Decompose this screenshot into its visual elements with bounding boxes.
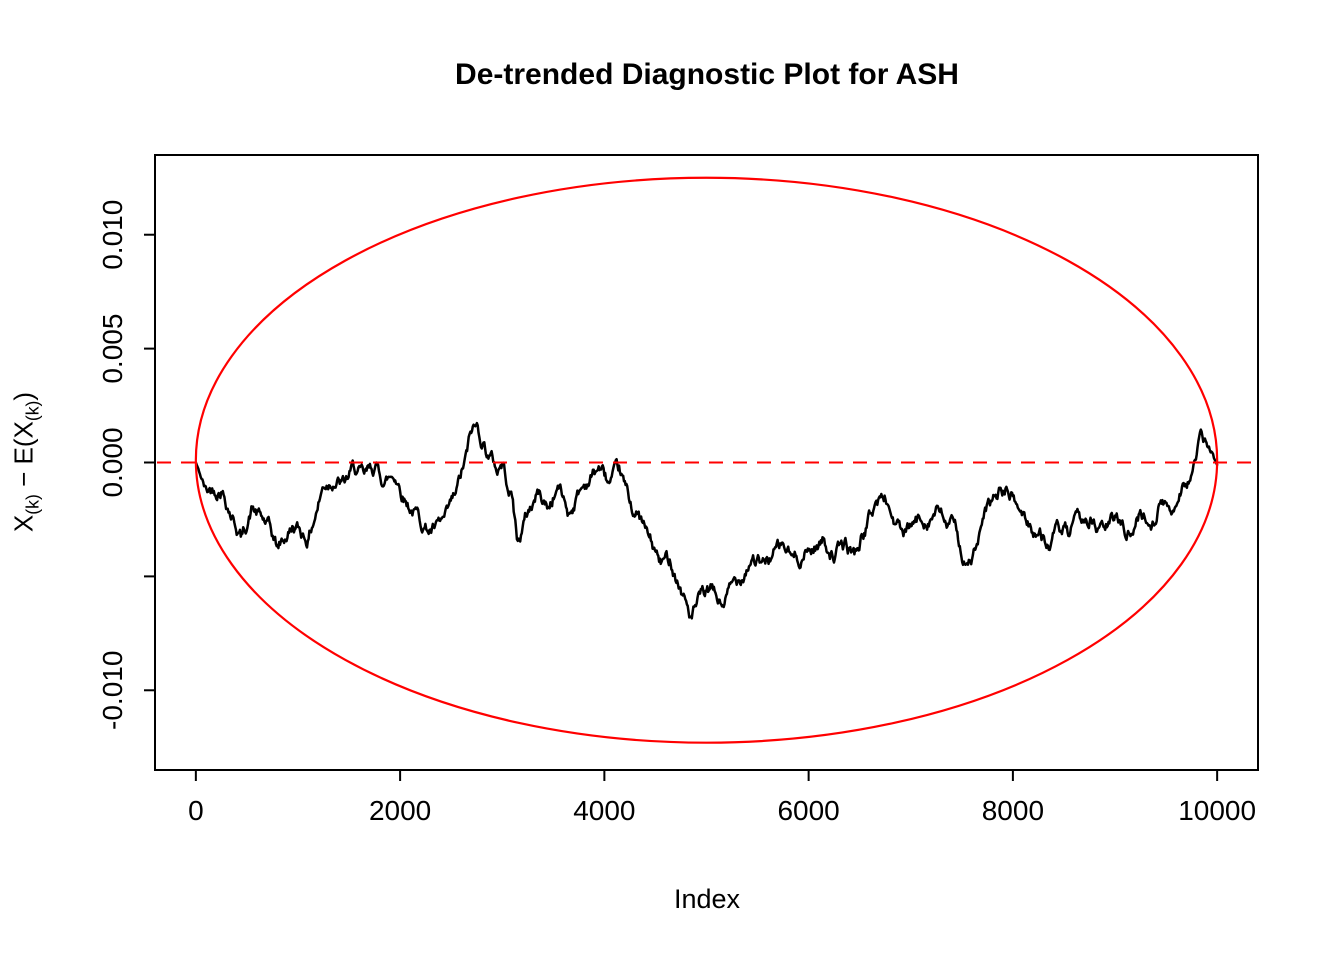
y-tick-label: -0.010 <box>97 651 128 730</box>
x-tick-label: 8000 <box>982 795 1044 826</box>
y-tick-label: 0.010 <box>97 200 128 270</box>
chart-title: De-trended Diagnostic Plot for ASH <box>455 58 959 91</box>
x-axis-label: Index <box>673 884 741 914</box>
x-tick-label: 4000 <box>573 795 635 826</box>
confidence-ellipse <box>194 176 1219 744</box>
x-tick-label: 0 <box>188 795 204 826</box>
x-tick-label: 6000 <box>777 795 839 826</box>
y-tick-label: 0.000 <box>97 427 128 497</box>
detrended-series-path <box>194 421 1219 620</box>
x-tick-label: 2000 <box>369 795 431 826</box>
x-tick-label: 10000 <box>1178 795 1256 826</box>
y-tick-label: 0.005 <box>97 314 128 384</box>
plot-box <box>154 154 1259 771</box>
